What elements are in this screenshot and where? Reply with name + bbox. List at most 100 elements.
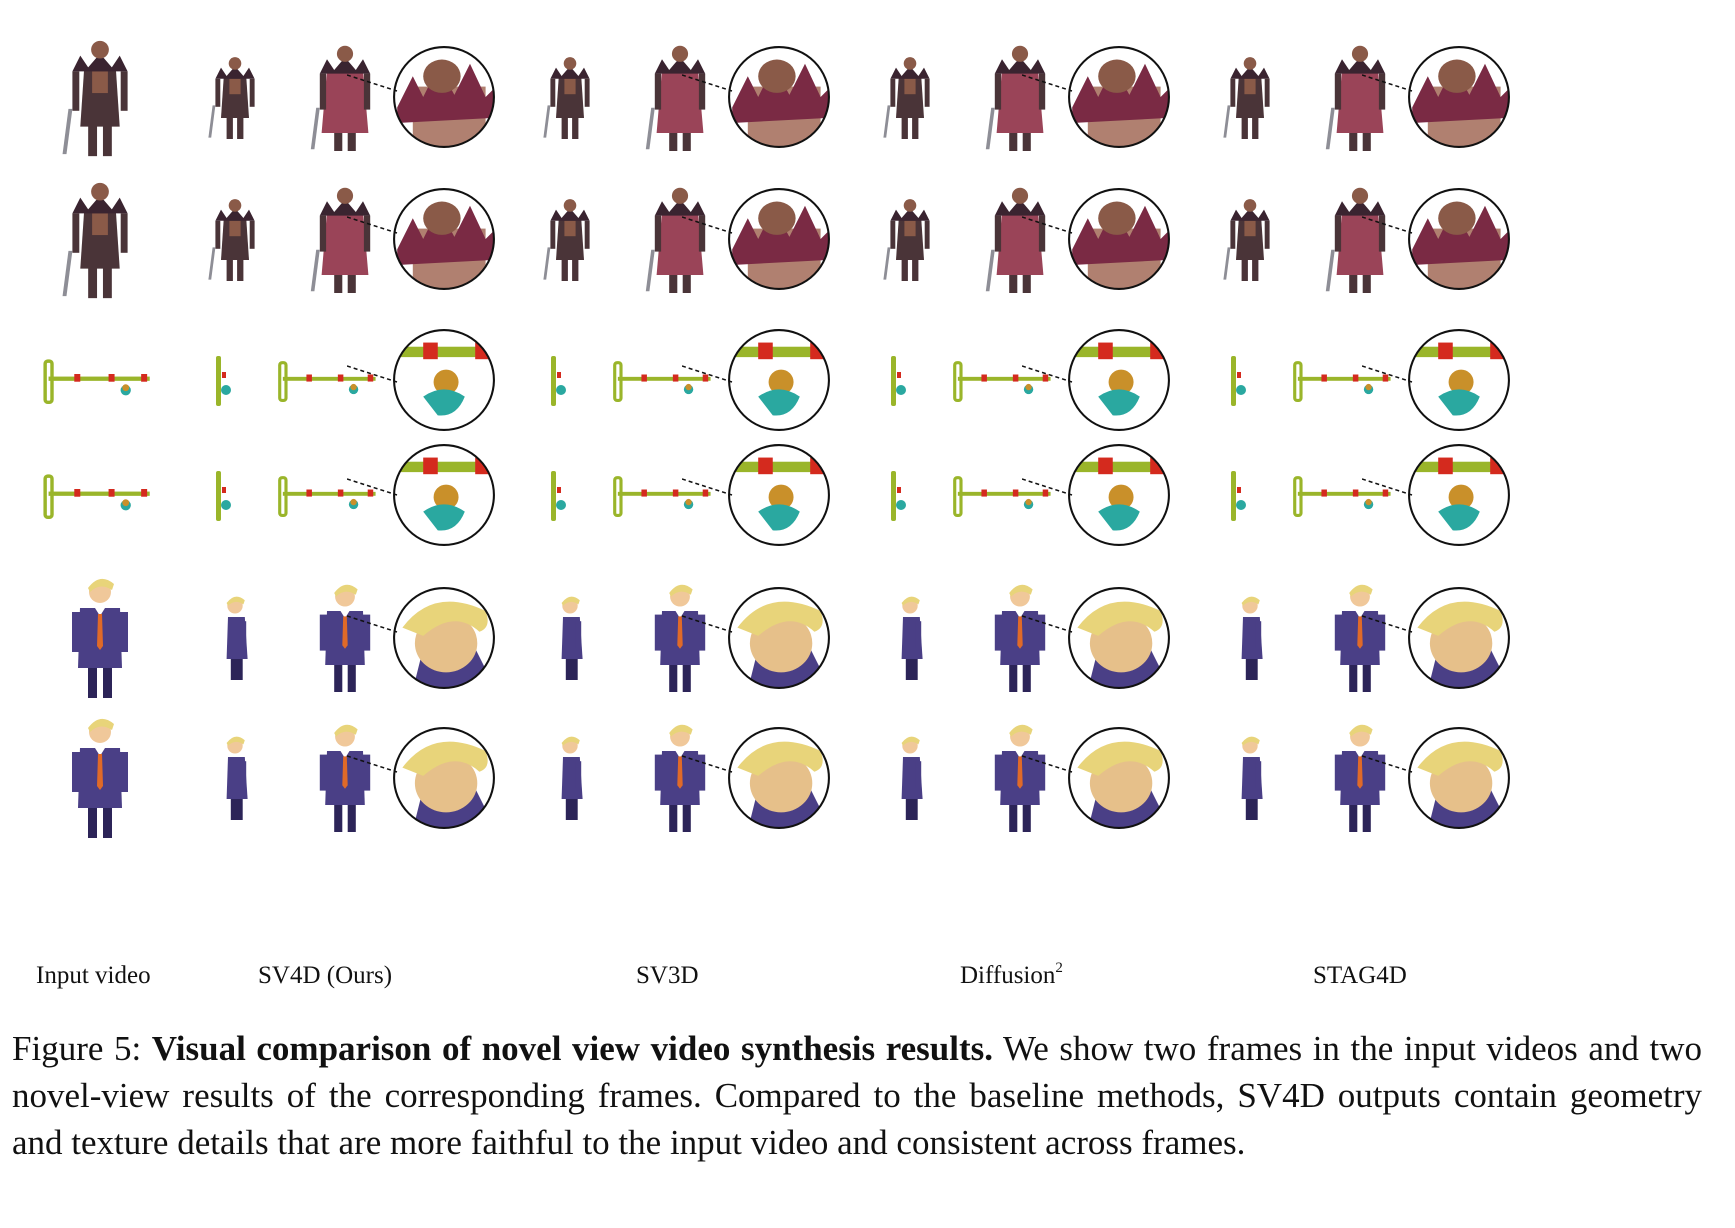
thumb-figure-side-1-5 — [226, 736, 248, 820]
zoom-warrior-1-0 — [393, 46, 495, 148]
thumb-crane-side-3-2 — [891, 356, 906, 406]
thumb-crane-back-3-2 — [953, 361, 1051, 403]
zoom-connector-2-4 — [682, 615, 733, 633]
thumb-figure-back-2-5 — [654, 724, 706, 832]
zoom-warrior-2-0 — [728, 46, 830, 148]
zoom-connector-3-4 — [1022, 615, 1073, 633]
figure-caption: Figure 5: Visual comparison of novel vie… — [12, 1025, 1702, 1166]
thumb-crane-back-1-2 — [278, 361, 376, 403]
thumb-crane-back-2-3 — [613, 476, 711, 517]
thumb-warrior-back-3-0 — [985, 45, 1046, 151]
thumb-figure-side-1-4 — [226, 596, 248, 680]
thumb-warrior-back-1-1 — [310, 187, 371, 293]
caption-title: Visual comparison of novel view video sy… — [151, 1029, 994, 1068]
zoom-connector-2-2 — [682, 365, 733, 383]
zoom-connector-4-0 — [1362, 74, 1413, 93]
thumb-crane-side-2-3 — [551, 471, 566, 521]
thumb-warrior-side-2-1 — [543, 199, 590, 281]
thumb-figure-back-4-5 — [1334, 724, 1386, 832]
thumb-crane-side-4-3 — [1231, 471, 1246, 521]
zoom-connector-4-2 — [1362, 365, 1413, 383]
zoom-figure-3-4 — [1068, 587, 1170, 689]
zoom-connector-3-5 — [1022, 755, 1073, 773]
zoom-connector-3-1 — [1022, 216, 1073, 235]
zoom-warrior-3-1 — [1068, 188, 1170, 290]
thumb-figure-side-3-4 — [901, 596, 923, 680]
zoom-connector-3-2 — [1022, 365, 1073, 383]
zoom-connector-1-2 — [347, 365, 398, 383]
zoom-connector-2-3 — [682, 478, 733, 496]
zoom-figure-1-4 — [393, 587, 495, 689]
zoom-warrior-4-0 — [1408, 46, 1510, 148]
thumb-figure-side-2-4 — [561, 596, 583, 680]
thumb-warrior-back-4-0 — [1325, 45, 1386, 151]
thumb-crane-back-1-3 — [278, 476, 376, 517]
label-input-video: Input video — [36, 962, 151, 989]
zoom-warrior-4-1 — [1408, 188, 1510, 290]
thumb-crane-side-3-3 — [891, 471, 906, 521]
zoom-connector-3-0 — [1022, 74, 1073, 93]
thumb-figure-side-3-5 — [901, 736, 923, 820]
zoom-warrior-1-1 — [393, 188, 495, 290]
zoom-figure-4-5 — [1408, 727, 1510, 829]
thumb-crane-side-4-2 — [1231, 356, 1246, 406]
thumb-figure-side-4-5 — [1241, 736, 1263, 820]
label-sv3d: SV3D — [636, 962, 699, 989]
zoom-connector-4-4 — [1362, 615, 1413, 633]
zoom-connector-1-0 — [347, 74, 398, 93]
zoom-connector-1-3 — [347, 478, 398, 496]
label-sv4d: SV4D (Ours) — [258, 962, 393, 989]
thumb-figure-back-3-4 — [994, 584, 1046, 692]
thumb-warrior-input-1 — [62, 182, 128, 299]
thumb-figure-back-4-4 — [1334, 584, 1386, 692]
thumb-warrior-side-3-0 — [883, 57, 930, 139]
thumb-warrior-side-3-1 — [883, 199, 930, 281]
zoom-warrior-2-1 — [728, 188, 830, 290]
zoom-connector-3-3 — [1022, 478, 1073, 496]
thumb-figure-back-1-4 — [319, 584, 371, 692]
thumb-warrior-side-2-0 — [543, 57, 590, 139]
zoom-figure-2-5 — [728, 727, 830, 829]
caption-prefix: Figure 5: — [12, 1029, 152, 1068]
zoom-connector-4-5 — [1362, 755, 1413, 773]
thumb-warrior-back-2-1 — [645, 187, 706, 293]
thumb-figure-input-5 — [72, 718, 128, 838]
zoom-connector-2-1 — [682, 216, 733, 235]
zoom-figure-4-4 — [1408, 587, 1510, 689]
zoom-figure-2-4 — [728, 587, 830, 689]
thumb-figure-back-3-5 — [994, 724, 1046, 832]
thumb-warrior-side-4-0 — [1223, 57, 1270, 139]
thumb-crane-back-4-3 — [1293, 476, 1391, 517]
zoom-crane-3-3 — [1068, 444, 1170, 546]
thumb-warrior-side-4-1 — [1223, 199, 1270, 281]
thumb-figure-back-1-5 — [319, 724, 371, 832]
thumb-warrior-side-1-0 — [208, 57, 255, 139]
zoom-figure-3-5 — [1068, 727, 1170, 829]
thumb-crane-input-2 — [43, 359, 150, 404]
thumb-figure-side-4-4 — [1241, 596, 1263, 680]
thumb-crane-side-1-3 — [216, 471, 231, 521]
thumb-warrior-side-1-1 — [208, 199, 255, 281]
zoom-crane-2-2 — [728, 329, 830, 431]
zoom-connector-1-5 — [347, 755, 398, 773]
thumb-warrior-back-2-0 — [645, 45, 706, 151]
zoom-connector-1-4 — [347, 615, 398, 633]
thumb-figure-side-2-5 — [561, 736, 583, 820]
caption-body: We show two frames in the input videos a… — [12, 1029, 1702, 1162]
thumb-crane-back-2-2 — [613, 361, 711, 403]
zoom-figure-1-5 — [393, 727, 495, 829]
comparison-grid — [43, 40, 1510, 838]
thumb-warrior-back-4-1 — [1325, 187, 1386, 293]
thumb-crane-back-4-2 — [1293, 361, 1391, 403]
zoom-crane-4-3 — [1408, 444, 1510, 546]
zoom-crane-2-3 — [728, 444, 830, 546]
thumb-warrior-back-3-1 — [985, 187, 1046, 293]
thumb-figure-back-2-4 — [654, 584, 706, 692]
zoom-connector-4-3 — [1362, 478, 1413, 496]
thumb-warrior-back-1-0 — [310, 45, 371, 151]
zoom-connector-1-1 — [347, 216, 398, 235]
thumb-crane-side-2-2 — [551, 356, 566, 406]
zoom-crane-3-2 — [1068, 329, 1170, 431]
thumb-figure-input-4 — [72, 578, 128, 698]
label-stag4d: STAG4D — [1313, 962, 1407, 989]
